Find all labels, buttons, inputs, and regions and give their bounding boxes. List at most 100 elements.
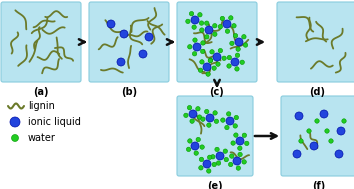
Circle shape	[238, 146, 242, 150]
Circle shape	[310, 142, 318, 150]
Circle shape	[205, 35, 209, 39]
Circle shape	[236, 47, 240, 51]
Circle shape	[242, 35, 246, 39]
Circle shape	[198, 12, 202, 17]
Circle shape	[295, 112, 303, 120]
Circle shape	[199, 157, 204, 162]
Circle shape	[192, 25, 196, 29]
Circle shape	[186, 19, 190, 24]
Circle shape	[215, 147, 219, 152]
Circle shape	[224, 157, 228, 162]
Circle shape	[342, 119, 346, 123]
Circle shape	[200, 145, 204, 149]
Circle shape	[206, 114, 214, 122]
Circle shape	[211, 155, 215, 159]
Circle shape	[207, 169, 211, 173]
Circle shape	[117, 58, 125, 66]
Circle shape	[242, 160, 246, 164]
Circle shape	[201, 41, 205, 45]
Circle shape	[245, 141, 249, 146]
Circle shape	[235, 53, 240, 57]
Circle shape	[184, 113, 188, 118]
FancyBboxPatch shape	[281, 96, 354, 176]
Circle shape	[197, 115, 202, 119]
FancyBboxPatch shape	[177, 2, 257, 82]
Circle shape	[320, 110, 328, 118]
Circle shape	[213, 24, 217, 28]
Circle shape	[230, 41, 234, 46]
Circle shape	[227, 55, 232, 60]
Circle shape	[315, 119, 319, 123]
Circle shape	[189, 110, 197, 118]
Circle shape	[208, 58, 212, 63]
Circle shape	[200, 60, 204, 64]
Circle shape	[220, 16, 224, 21]
Circle shape	[227, 112, 231, 116]
Circle shape	[231, 58, 239, 66]
Circle shape	[207, 123, 211, 127]
Circle shape	[335, 150, 343, 158]
Circle shape	[198, 68, 203, 72]
Circle shape	[325, 129, 329, 133]
Circle shape	[203, 160, 211, 168]
Circle shape	[236, 137, 244, 145]
Circle shape	[210, 50, 214, 54]
Circle shape	[196, 107, 200, 111]
FancyBboxPatch shape	[89, 2, 169, 82]
Circle shape	[238, 152, 242, 157]
Circle shape	[11, 135, 18, 142]
Circle shape	[208, 58, 213, 62]
Text: (f): (f)	[312, 181, 326, 189]
Circle shape	[223, 20, 231, 28]
Circle shape	[222, 56, 226, 60]
Circle shape	[187, 147, 191, 152]
Circle shape	[190, 119, 194, 123]
Circle shape	[233, 33, 238, 38]
Circle shape	[199, 166, 203, 170]
Circle shape	[233, 157, 241, 165]
Circle shape	[240, 60, 244, 64]
Circle shape	[227, 64, 231, 68]
Circle shape	[229, 154, 234, 158]
Circle shape	[194, 151, 198, 155]
Circle shape	[218, 25, 223, 29]
Circle shape	[234, 133, 238, 137]
Circle shape	[212, 66, 216, 70]
Circle shape	[207, 155, 212, 160]
Circle shape	[216, 161, 221, 165]
Circle shape	[243, 43, 248, 47]
Circle shape	[201, 117, 205, 121]
Circle shape	[213, 111, 217, 115]
Circle shape	[193, 43, 201, 51]
Circle shape	[214, 119, 219, 123]
Circle shape	[107, 20, 115, 28]
Text: water: water	[28, 133, 56, 143]
Circle shape	[192, 52, 197, 56]
Circle shape	[120, 30, 128, 38]
FancyBboxPatch shape	[277, 2, 354, 82]
Circle shape	[218, 48, 223, 53]
Circle shape	[189, 12, 194, 16]
Circle shape	[216, 62, 220, 66]
Circle shape	[205, 109, 209, 114]
Circle shape	[187, 105, 192, 110]
Circle shape	[242, 133, 246, 137]
Circle shape	[145, 33, 153, 41]
Text: ionic liquid: ionic liquid	[28, 117, 81, 127]
Circle shape	[216, 152, 224, 160]
Text: (e): (e)	[207, 181, 223, 189]
Circle shape	[226, 117, 234, 125]
Circle shape	[337, 127, 345, 135]
Circle shape	[329, 139, 333, 143]
Circle shape	[234, 115, 239, 120]
Circle shape	[299, 139, 303, 143]
Circle shape	[199, 21, 204, 25]
Text: (c): (c)	[210, 87, 224, 97]
Circle shape	[236, 166, 241, 170]
Circle shape	[221, 118, 225, 122]
Circle shape	[10, 117, 20, 127]
Circle shape	[200, 49, 205, 54]
Circle shape	[225, 29, 230, 33]
Circle shape	[235, 38, 243, 46]
FancyBboxPatch shape	[177, 96, 253, 176]
